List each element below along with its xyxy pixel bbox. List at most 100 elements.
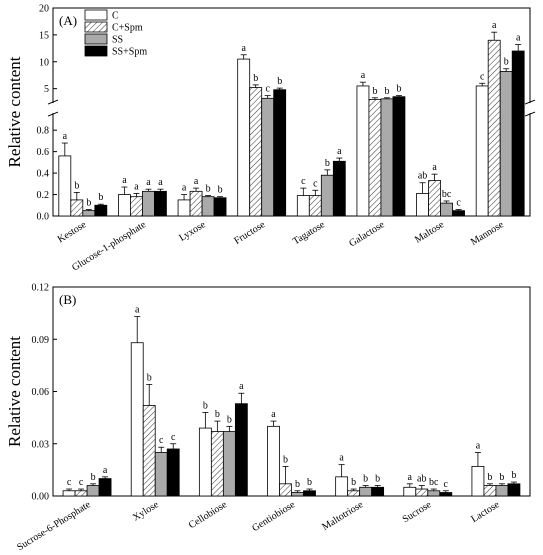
bar — [198, 427, 212, 497]
significance-letter: c — [480, 71, 485, 82]
legend-swatch — [84, 33, 108, 45]
bar — [371, 486, 385, 497]
bar — [142, 405, 156, 497]
significance-letter: b — [511, 470, 516, 481]
y-tick-label: 0.0 — [37, 212, 50, 223]
legend-label: SS — [112, 35, 123, 46]
bar — [166, 448, 180, 497]
y-axis-label: Relative content — [5, 56, 24, 167]
significance-letter: c — [159, 435, 164, 446]
significance-letter: c — [301, 176, 306, 187]
bar — [118, 194, 131, 217]
bar — [320, 174, 334, 217]
bar — [82, 210, 96, 217]
significance-letter: b — [325, 158, 330, 169]
bar — [440, 202, 453, 217]
x-tick-label: Lyxose — [177, 219, 208, 244]
significance-letter: a — [241, 43, 246, 54]
legend-label: C+Spm — [112, 23, 143, 34]
axis-break-mark — [524, 111, 536, 117]
legend-label: SS+Spm — [112, 47, 147, 58]
x-tick-label: Lactose — [469, 499, 502, 525]
bar — [368, 98, 382, 217]
legend-swatch — [84, 21, 108, 33]
y-tick-label: 0.4 — [37, 169, 50, 180]
significance-letter: a — [122, 175, 127, 186]
significance-letter: b — [295, 479, 300, 490]
bar — [210, 431, 224, 497]
x-tick-label: Gentiobiose — [250, 499, 297, 534]
bar — [439, 492, 453, 497]
bar — [213, 197, 227, 217]
significance-letter: c — [456, 198, 461, 209]
significance-letter: b — [98, 192, 103, 203]
bar — [94, 204, 108, 217]
significance-letter: b — [363, 474, 368, 485]
significance-letter: b — [283, 454, 288, 465]
axis-break-mark — [47, 99, 59, 105]
x-tick-label: Sucrose — [401, 499, 434, 525]
bar — [222, 431, 236, 497]
x-tick-label: Kestose — [56, 219, 89, 245]
significance-letter: a — [194, 176, 199, 187]
bar — [303, 490, 316, 497]
bar — [86, 485, 100, 497]
significance-letter: c — [265, 84, 270, 95]
x-tick-label: Mannose — [469, 219, 506, 248]
y-axis-label: Relative content — [5, 336, 24, 447]
bar — [347, 490, 361, 497]
bar — [267, 425, 280, 497]
y-tick-label: 20 — [39, 4, 49, 15]
bar — [261, 97, 275, 217]
bar — [234, 403, 248, 497]
significance-letter: a — [476, 440, 481, 451]
bar — [98, 478, 112, 497]
x-tick-label: Maltotriose — [320, 499, 365, 533]
bar — [308, 195, 322, 217]
bar — [507, 483, 521, 497]
y-tick-label: 0.03 — [32, 439, 50, 450]
bar — [359, 486, 373, 497]
significance-letter: c — [67, 477, 72, 488]
significance-letter: b — [499, 472, 504, 483]
significance-letter: b — [74, 180, 79, 191]
x-tick-label: Cellobiose — [187, 499, 230, 531]
axis-break-gap — [526, 103, 534, 114]
significance-letter: a — [63, 131, 68, 142]
significance-letter: a — [134, 181, 139, 192]
y-tick-label: 0.12 — [32, 283, 50, 294]
axis-break-mark — [524, 99, 536, 105]
significance-letter: a — [135, 305, 140, 316]
significance-letter: c — [171, 432, 176, 443]
bar — [475, 85, 489, 217]
x-tick-label: Sucrose-6-Phosphate — [15, 499, 93, 550]
significance-letter: ab — [417, 474, 426, 485]
bar — [142, 190, 155, 217]
bar — [335, 476, 349, 497]
x-tick-label: Xylose — [131, 499, 161, 524]
axis-break-mark — [47, 111, 59, 117]
y-tick-label: 0.6 — [37, 147, 50, 158]
significance-letter: b — [487, 472, 492, 483]
bar — [487, 39, 501, 217]
significance-letter: a — [339, 453, 344, 464]
significance-letter: a — [239, 381, 244, 392]
significance-letter: a — [408, 472, 413, 483]
y-tick-label: 0.00 — [32, 492, 50, 503]
significance-letter: a — [146, 177, 151, 188]
bar — [237, 58, 251, 217]
significance-letter: b — [396, 84, 401, 95]
plot-frame — [52, 286, 531, 497]
bar — [177, 199, 191, 217]
significance-letter: b — [253, 73, 258, 84]
bar — [499, 71, 513, 217]
significance-letter: a — [337, 146, 342, 157]
bar — [428, 180, 441, 217]
bar — [291, 492, 304, 497]
legend-swatch — [84, 45, 108, 57]
bar — [427, 490, 441, 497]
x-tick-label: Fructose — [232, 219, 268, 247]
bar — [380, 98, 394, 217]
bar — [70, 199, 84, 217]
significance-letter: b — [203, 400, 208, 411]
